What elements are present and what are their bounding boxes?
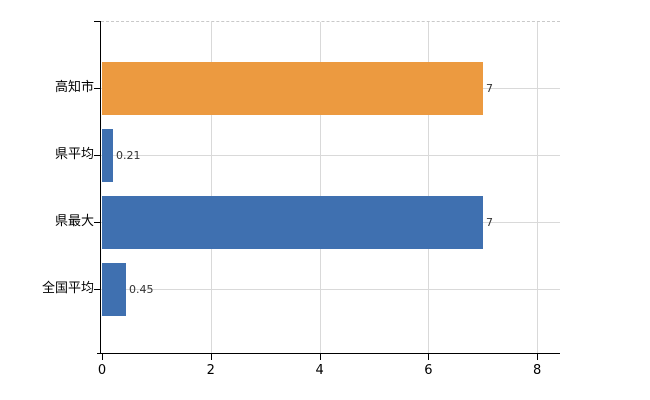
y-axis-tick bbox=[94, 289, 100, 290]
horizontal-gridline bbox=[101, 289, 560, 290]
y-axis-tick bbox=[94, 88, 100, 89]
bar-value-label: 7 bbox=[486, 216, 493, 229]
bar-県最大 bbox=[102, 195, 483, 249]
vertical-gridline bbox=[210, 22, 212, 353]
x-axis-tick-label: 8 bbox=[533, 363, 542, 378]
x-axis-tick-label: 0 bbox=[97, 363, 107, 378]
y-axis-tick bbox=[94, 21, 100, 22]
bar-高知市 bbox=[102, 61, 483, 115]
x-axis-tick bbox=[319, 354, 321, 360]
x-axis-tick bbox=[537, 354, 539, 360]
x-axis-tick-label: 4 bbox=[315, 363, 324, 378]
x-axis-line bbox=[97, 353, 560, 354]
bar-全国平均 bbox=[102, 262, 126, 316]
bar-value-label: 0.21 bbox=[116, 149, 141, 162]
y-axis-tick bbox=[94, 155, 100, 156]
plot-top-border bbox=[101, 21, 560, 22]
category-label-全国平均: 全国平均 bbox=[41, 281, 94, 296]
y-axis-line bbox=[100, 21, 101, 353]
vertical-gridline bbox=[537, 22, 539, 353]
category-label-高知市: 高知市 bbox=[54, 80, 94, 95]
x-axis-tick-label: 6 bbox=[424, 363, 433, 378]
bar-value-label: 7 bbox=[486, 82, 493, 95]
vertical-gridline bbox=[428, 22, 430, 353]
bar-県平均 bbox=[102, 128, 113, 182]
category-label-県平均: 県平均 bbox=[54, 147, 94, 162]
x-axis-tick bbox=[210, 354, 212, 360]
x-axis-tick bbox=[102, 354, 103, 360]
x-axis-tick bbox=[428, 354, 430, 360]
horizontal-gridline bbox=[101, 155, 560, 156]
y-axis-tick bbox=[94, 222, 100, 223]
vertical-gridline bbox=[319, 22, 321, 353]
category-label-県最大: 県最大 bbox=[54, 214, 94, 229]
bar-value-label: 0.45 bbox=[129, 283, 154, 296]
x-axis-tick-label: 2 bbox=[206, 363, 215, 378]
